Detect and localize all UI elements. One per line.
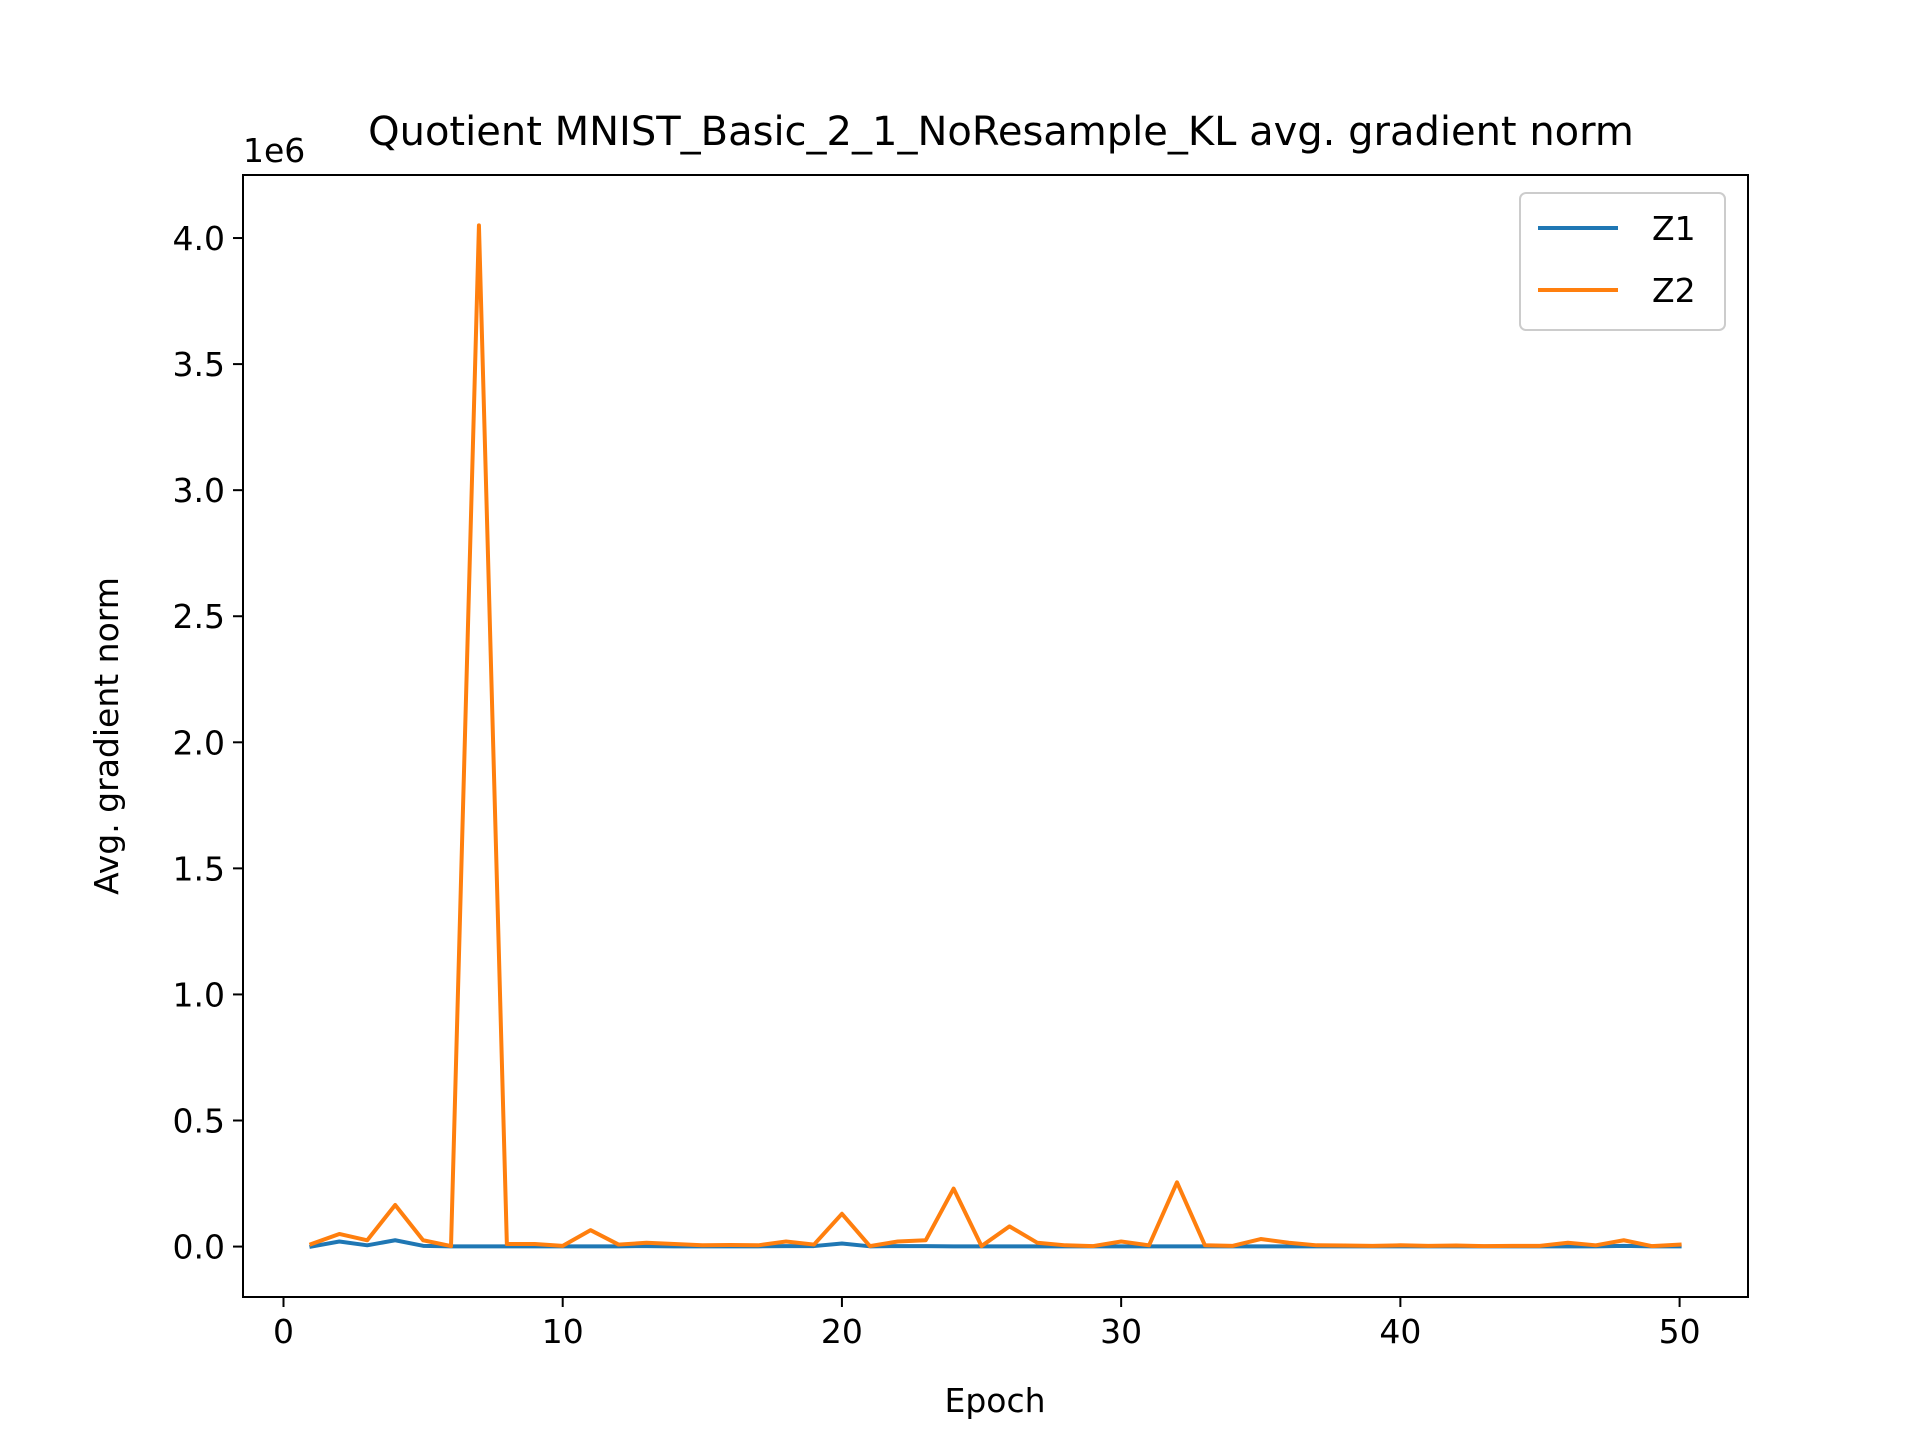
y-tick-label: 2.0 [173, 723, 225, 762]
y-tick-label: 1.0 [173, 975, 225, 1014]
y-tick-label: 0.5 [173, 1102, 225, 1141]
y-axis-scale-label: 1e6 [243, 131, 305, 170]
y-tick-label: 3.5 [173, 345, 225, 384]
x-tick-label: 20 [821, 1312, 863, 1351]
legend-label-z2: Z2 [1652, 271, 1696, 310]
series-layer [308, 223, 1682, 1249]
x-axis-label: Epoch [944, 1381, 1045, 1420]
plot-frame [242, 174, 1749, 1298]
x-tick-label: 50 [1659, 1312, 1701, 1351]
series-line-z2 [308, 223, 1682, 1249]
y-tick-label: 1.5 [173, 849, 225, 888]
y-tick-label: 3.0 [173, 471, 225, 510]
x-tick-label: 10 [542, 1312, 584, 1351]
y-axis: 0.0 0.5 1.0 1.5 2.0 2.5 3.0 3.5 4.0 [173, 219, 243, 1267]
plot-area [242, 174, 1749, 1298]
chart-title: Quotient MNIST_Basic_2_1_NoResample_KL a… [368, 109, 1634, 155]
x-tick-label: 40 [1379, 1312, 1421, 1351]
legend-label-z1: Z1 [1652, 209, 1696, 248]
x-axis: 0 10 20 30 40 50 [273, 1297, 1701, 1351]
y-tick-label: 4.0 [173, 219, 225, 258]
x-tick-label: 30 [1100, 1312, 1142, 1351]
y-tick-label: 2.5 [173, 597, 225, 636]
legend: Z1 Z2 [1519, 192, 1726, 331]
x-tick-label: 0 [273, 1312, 294, 1351]
y-tick-label: 0.0 [173, 1228, 225, 1267]
y-axis-label: Avg. gradient norm [87, 577, 126, 895]
